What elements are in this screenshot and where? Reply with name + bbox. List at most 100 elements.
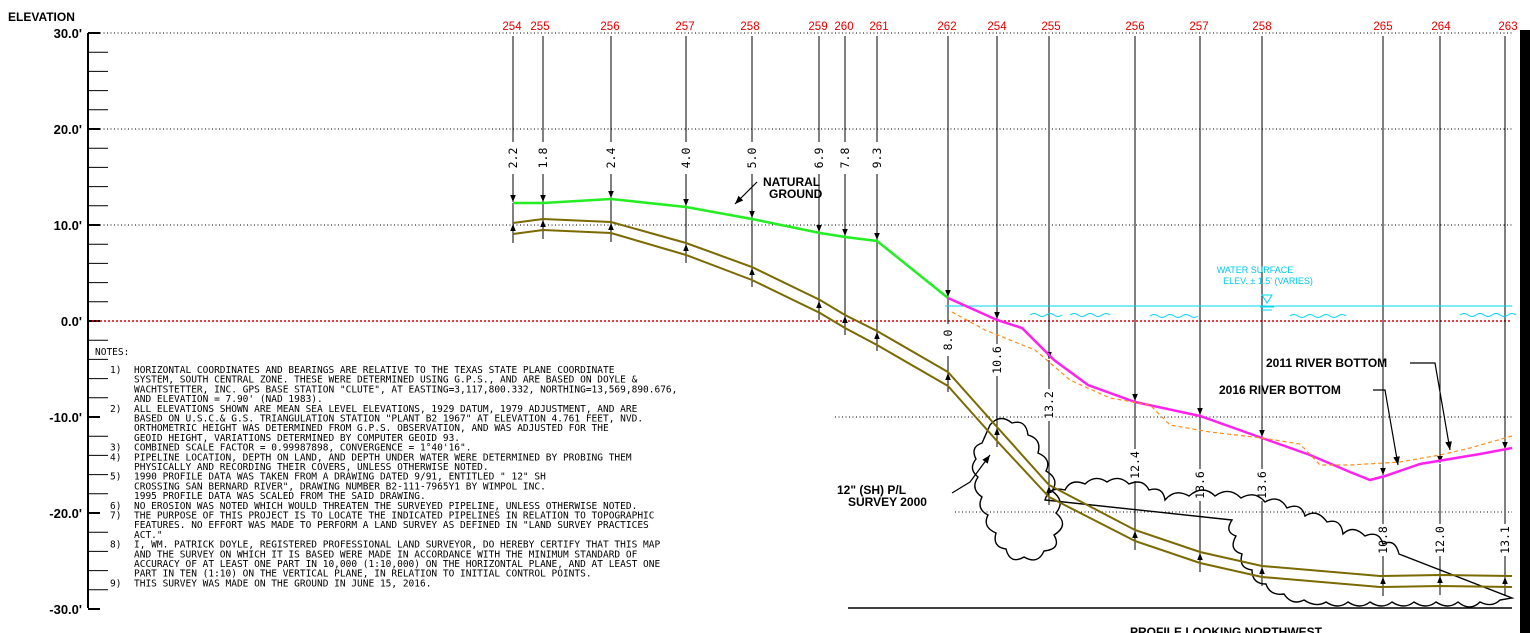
water-ripples	[1029, 313, 1517, 318]
station-label: 256	[600, 21, 619, 33]
pipeline-label-2: SURVEY 2000	[848, 495, 927, 509]
pipeline-label-1: 12" (SH) P/L	[837, 483, 906, 497]
station-label: 258	[1252, 21, 1271, 33]
axis-tick-label: 20.0'	[54, 122, 82, 137]
station-label: 258	[740, 21, 759, 33]
depth-label-bg	[839, 142, 851, 174]
natural-ground-line	[513, 197, 949, 299]
note-line: AND THE SURVEY ON WHICH IT IS BASED WERE…	[134, 549, 638, 560]
note-number: 4)	[110, 452, 121, 463]
river-2011-arrow	[1410, 362, 1452, 451]
depth-label: 2.2	[506, 148, 520, 169]
note-line: CROSSING SAN BERNARD RIVER", DRAWING NUM…	[134, 481, 546, 492]
station-label: 255	[1041, 21, 1060, 33]
axis-tick-label: -10.0'	[49, 410, 82, 425]
station-label: 257	[1189, 21, 1208, 33]
axis-tick-label: -20.0'	[49, 506, 82, 521]
axis-tick-label: 10.0'	[54, 218, 82, 233]
note-line: PIPELINE LOCATION, DEPTH ON LAND, AND DE…	[134, 452, 632, 463]
water-surface-label-1: WATER SURFACE	[1217, 265, 1294, 275]
note-line: 1990 PROFILE DATA WAS TAKEN FROM A DRAWI…	[134, 472, 546, 483]
note-line: COMBINED SCALE FACTOR = 0.99987898, CONV…	[134, 443, 471, 454]
pipeline-encasement-cloud	[971, 417, 1064, 561]
depth-label: 5.0	[745, 148, 759, 169]
natural-ground-callout: NATURAL GROUND	[734, 175, 823, 205]
depth-label: 12.0	[1433, 526, 1447, 554]
note-line: GEOID HEIGHT, VARIATIONS DETERMINED BY C…	[134, 433, 460, 444]
natural-ground-label-2: GROUND	[769, 187, 823, 201]
note-line: THIS SURVEY WAS MADE ON THE GROUND IN JU…	[134, 578, 431, 589]
notes-block: NOTES: 1) HORIZONTAL COORDINATES AND BEAR…	[95, 347, 677, 589]
station-label: 254	[502, 21, 522, 33]
note-line: FEATURES. NO EFFORT WAS MADE TO PERFORM …	[134, 520, 649, 531]
station-label: 259	[808, 21, 827, 33]
station-label: 263	[1498, 21, 1517, 33]
note-line: HORIZONTAL COORDINATES AND BEARINGS ARE …	[134, 365, 615, 376]
natural-ground-label-1: NATURAL	[763, 175, 820, 189]
note-line: ACCURACY OF AT LEAST ONE PART IN 10,000 …	[134, 559, 660, 570]
depth-label-bg	[605, 142, 617, 174]
river-2016-label: 2016 RIVER BOTTOM	[1219, 383, 1341, 397]
depth-label-bg	[1194, 469, 1206, 501]
water-level-symbol	[1261, 294, 1273, 304]
depth-label-bg	[1377, 524, 1389, 556]
water-surface-label-2: ELEV. ± 1.5' (VARIES)	[1223, 276, 1313, 286]
note-line: SYSTEM, SOUTH CENTRAL ZONE. THESE WERE D…	[134, 375, 638, 386]
river-2011-label: 2011 RIVER BOTTOM	[1266, 356, 1387, 370]
note-line: WACHTSTETTER, INC. GPS BASE STATION "CLU…	[134, 384, 677, 395]
depth-label-bg	[746, 142, 758, 174]
note-number: 1)	[110, 365, 121, 376]
depth-label: 6.9	[812, 148, 826, 169]
note-number: 3)	[110, 443, 121, 454]
depth-label: 1.8	[536, 148, 550, 169]
depth-label: 13.6	[1193, 471, 1207, 499]
note-number: 8)	[110, 540, 121, 551]
station-label: 265	[1373, 21, 1392, 33]
note-line: ACT."	[134, 530, 163, 541]
water-surface: WATER SURFACE ELEV. ± 1.5' (VARIES)	[945, 265, 1517, 318]
axis-tick-label: -30.0'	[49, 602, 82, 617]
notes-heading: NOTES:	[95, 347, 129, 358]
river-bottom-2011-line	[951, 311, 1513, 466]
note-line: NO EROSION WAS NOTED WHICH WOULD THREATE…	[134, 501, 637, 512]
depth-label: 13.1	[1498, 526, 1512, 554]
river-2016-arrow	[1373, 389, 1400, 466]
depth-label: 9.3	[870, 148, 884, 169]
axis-tick-label: 30.0'	[54, 26, 82, 41]
note-number: 7)	[110, 511, 121, 522]
axis-minor-ticks	[88, 51, 108, 591]
depth-label-bg	[1434, 524, 1446, 556]
pipeline-top-line	[512, 217, 1513, 578]
gridlines	[100, 32, 1512, 513]
note-number: 6)	[110, 501, 121, 512]
note-line: AND ELEVATION = 7.90' (NAD 1983).	[134, 394, 323, 405]
depth-label: 7.8	[838, 148, 852, 169]
depth-label-bg	[537, 142, 549, 174]
river-2016-callout: 2016 RIVER BOTTOM	[1219, 383, 1400, 466]
river-2011-callout: 2011 RIVER BOTTOM	[1266, 356, 1452, 451]
note-line: PHYSICALLY AND RECORDING THEIR COVERS, U…	[134, 462, 489, 473]
note-line: 1995 PROFILE DATA WAS SCALED FROM THE SA…	[134, 491, 426, 502]
depth-label: 13.6	[1255, 471, 1269, 499]
station-label: 254	[987, 21, 1007, 33]
note-line: I, WM. PATRICK DOYLE, REGISTERED PROFESS…	[134, 540, 660, 551]
note-line: PART IN TEN (1:10) ON THE VERTICAL PLANE…	[134, 569, 592, 580]
depth-label-bg	[680, 142, 692, 174]
axis-title: ELEVATION	[8, 10, 75, 24]
depth-label-bg	[991, 344, 1003, 376]
profile-title: PROFILE LOOKING NORTHWEST	[1130, 625, 1323, 633]
depth-label: 4.0	[679, 148, 693, 169]
station-label: 261	[869, 21, 888, 33]
note-number: 5)	[110, 472, 121, 483]
axis-major-ticks: 30.0' 20.0' 10.0' 0.0' -10.0' -20.0' -30.0'	[49, 26, 100, 617]
depth-label: 2.4	[604, 148, 618, 169]
depth-label-bg	[1043, 389, 1055, 421]
depth-label: 10.8	[1376, 526, 1390, 554]
sheet-border	[1520, 30, 1530, 633]
station-label: 256	[1125, 21, 1144, 33]
depth-label-bg	[942, 324, 954, 356]
natural-ground-arrow	[734, 181, 758, 205]
station-label: 262	[937, 21, 956, 33]
note-line: THE PURPOSE OF THIS PROJECT IS TO LOCATE…	[134, 511, 654, 522]
note-line: ALL ELEVATIONS SHOWN ARE MEAN SEA LEVEL …	[134, 404, 638, 415]
